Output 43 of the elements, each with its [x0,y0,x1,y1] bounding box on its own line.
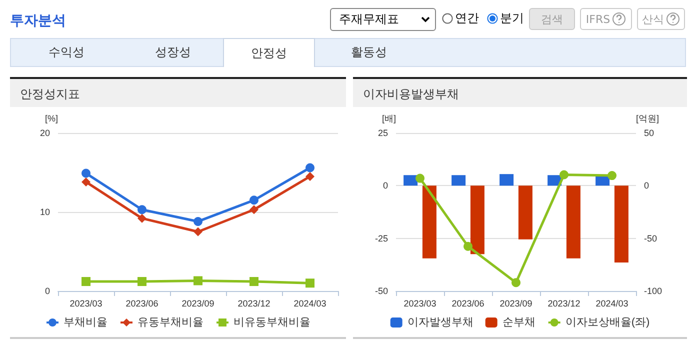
text: 검색 [529,8,575,30]
y2-tick-label: 0 [644,180,650,191]
y-tick-label: -50 [374,286,388,296]
y2-tick-label: -100 [644,286,662,296]
legend-label: 이자보상배율(좌) [565,316,650,328]
y-tick-label: 25 [378,128,388,138]
y-tick-label: 0 [44,286,50,296]
x-tick-label: 2023/06 [126,298,158,308]
x-tick-label: 2023/06 [452,298,484,308]
x-tick-label: 2023/09 [182,298,214,308]
chart-title: 이자비용발생부채 [353,77,687,107]
y-tick-label: 20 [40,128,50,138]
y-tick-label: 10 [40,207,50,217]
x-tick-label: 2024/03 [596,298,628,308]
legend-label: 순부채 [502,316,536,328]
text: 성장성 [154,44,192,61]
x-tick-label: 2023/12 [548,298,580,308]
text: 연간 [455,10,479,27]
x-tick-label: 2024/03 [294,298,326,308]
y-axis-title: [배] [382,114,396,124]
y-axis-title: [%] [44,114,58,124]
chart-title: 안정성지표 [10,77,346,107]
text: IFRS [586,12,610,26]
y2-tick-label: 50 [644,128,654,138]
text: 투자분석 [10,12,66,30]
y2-axis-title: [억원] [636,114,660,124]
legend-label: 비유동부채비율 [234,316,310,328]
text: 안정성 [223,38,315,67]
legend-label: 이자발생부채 [407,316,474,328]
legend-label: 유동부채비율 [138,316,204,328]
y-tick-label: -25 [374,233,388,244]
text: 주재무제표 [330,8,436,31]
x-tick-label: 2023/03 [404,298,436,308]
y2-tick-label: -50 [644,233,658,244]
text: 수익성 [48,44,86,61]
x-tick-label: 2023/09 [500,298,532,308]
text: 분기 [500,10,524,27]
text: 산식 [642,12,664,26]
text: 활동성 [350,44,388,61]
legend-label: 부채비율 [64,316,108,328]
x-tick-label: 2023/03 [70,298,102,308]
y-tick-label: 0 [382,180,388,191]
x-tick-label: 2023/12 [238,298,270,308]
